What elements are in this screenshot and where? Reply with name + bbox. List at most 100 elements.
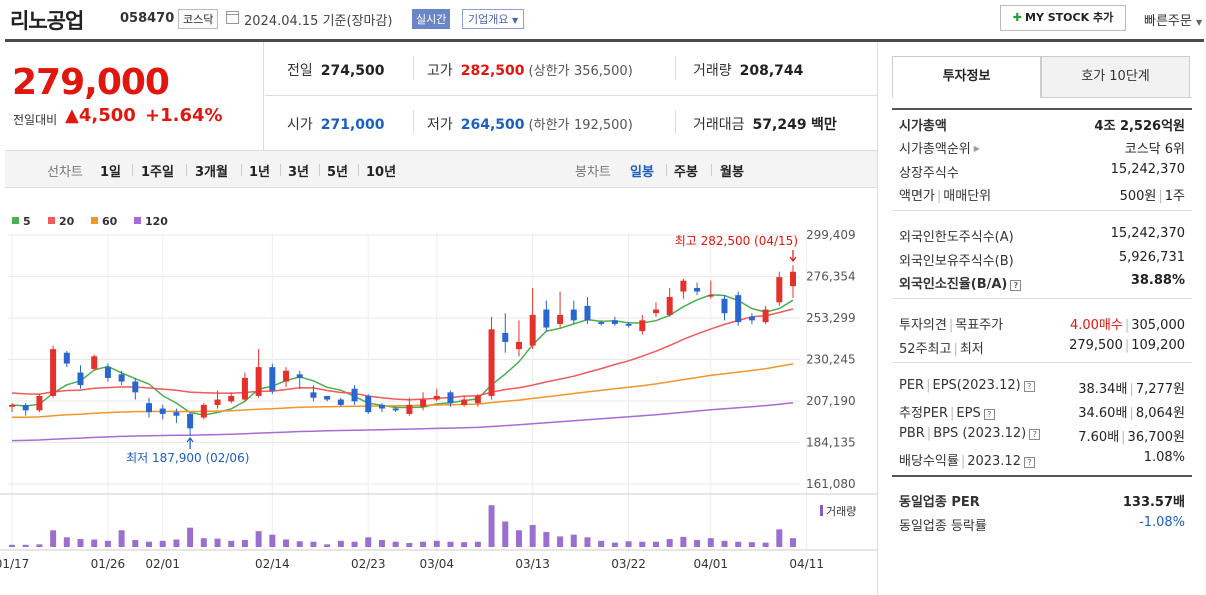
pipe-separator: |	[926, 426, 932, 441]
volume-bar	[365, 537, 372, 547]
x-tick-label: 03/04	[419, 557, 454, 571]
info-key-label: 동일업종 PER	[899, 495, 980, 510]
candle-body	[351, 388, 358, 402]
volume-bar	[515, 530, 522, 547]
tab-1d[interactable]: 1일	[100, 165, 122, 180]
legend-swatch	[48, 217, 55, 224]
tab-3y[interactable]: 3년	[288, 165, 310, 180]
moving-average-line	[11, 294, 794, 416]
candle-body	[666, 296, 673, 315]
info-key: 동일업종 등락률	[899, 515, 987, 534]
info-value-sub: 8,064원	[1135, 406, 1185, 421]
volume-bar	[721, 540, 728, 547]
candle-body	[557, 314, 564, 324]
candlestick-chart[interactable]: 299,409 276,354 253,299 230,245 207,190 184,1…	[0, 188, 877, 595]
high-label: 고가	[427, 63, 453, 79]
tab-order-book[interactable]: 호가 10단계	[1041, 56, 1190, 98]
candle-body	[22, 404, 29, 411]
help-icon[interactable]: ?	[1029, 429, 1041, 440]
info-value: 1.08%	[1144, 450, 1185, 465]
tab-monthly[interactable]: 월봉	[720, 165, 744, 180]
info-key-label: 외국인소진율(B/A)	[899, 277, 1008, 292]
info-value-main: 38.88%	[1130, 273, 1185, 288]
quick-order-button[interactable]: 빠른주문 ▼	[1144, 10, 1202, 29]
corp-info-label: 기업개요	[468, 13, 509, 26]
x-tick-label: 02/23	[351, 557, 386, 571]
y-tick-label: 184,135	[806, 436, 856, 450]
x-tick-label: 04/11	[789, 557, 824, 571]
volume-bar	[255, 531, 262, 547]
candle-body	[378, 404, 385, 409]
candle-chart-label: 봉차트	[575, 165, 611, 180]
info-key: 52주최고 | 최저	[899, 338, 984, 357]
arrow-right-icon[interactable]: ▶	[973, 144, 980, 153]
volume-bar	[228, 540, 235, 547]
info-tabs: 투자정보 호가 10단계	[892, 56, 1192, 98]
tab-daily[interactable]: 일봉	[630, 165, 654, 180]
corp-info-dropdown[interactable]: 기업개요 ▼	[462, 9, 525, 29]
volume-bar	[748, 542, 755, 547]
candle-body	[433, 395, 440, 400]
help-icon[interactable]: ?	[983, 409, 995, 420]
volume-bar	[502, 521, 509, 547]
tab-10y[interactable]: 10년	[366, 165, 397, 180]
tab-1w[interactable]: 1주일	[141, 165, 174, 180]
pipe-separator: |	[1129, 382, 1134, 397]
volume-bar	[214, 538, 221, 547]
volume-bar	[63, 537, 70, 547]
price-box: 279,000 전일대비 ▲4,500 +1.64%	[5, 42, 264, 150]
help-icon[interactable]: ?	[1010, 280, 1022, 291]
info-key: 동일업종 PER	[899, 491, 980, 510]
help-icon[interactable]: ?	[1023, 457, 1035, 468]
info-value: -1.08%	[1139, 515, 1185, 530]
candle-body	[310, 392, 317, 398]
quote-row: 시가 271,000 저가 264,500 (하한가 192,500) 거래대금 57,…	[265, 96, 877, 150]
volume-bar	[310, 541, 317, 547]
x-tick-label: 02/14	[255, 557, 290, 571]
upper-limit-label: (상한가	[528, 64, 570, 79]
candle-body	[50, 349, 57, 396]
candle-body	[104, 367, 111, 378]
candle-body	[570, 309, 577, 321]
candle-body	[680, 280, 687, 292]
prev-close-value: 274,500	[320, 63, 385, 79]
tab-5y[interactable]: 5년	[327, 165, 349, 180]
info-value: 500원 | 1주	[1120, 185, 1185, 204]
legend-label: 120	[145, 215, 168, 228]
volume-bar	[324, 544, 331, 547]
open-value: 271,000	[320, 117, 385, 133]
help-icon[interactable]: ?	[1023, 381, 1035, 392]
realtime-button[interactable]: 실시간	[412, 9, 451, 29]
pipe-separator: |	[950, 406, 955, 421]
divider	[280, 164, 281, 176]
moving-average-line	[11, 402, 794, 442]
candle-body	[63, 352, 70, 364]
up-triangle-icon: ▲	[65, 105, 79, 126]
change-amount: 4,500	[78, 105, 136, 126]
volume-bar	[570, 534, 577, 547]
quote-row: 전일 274,500 고가 282,500 (상한가 356,500) 거래량 208,…	[265, 42, 877, 96]
info-value-main: 4.00매수	[1069, 318, 1123, 333]
candle-body	[488, 329, 495, 396]
info-value-main: 500원	[1119, 189, 1157, 204]
tab-3m[interactable]: 3개월	[195, 165, 228, 180]
candle-body	[447, 392, 454, 404]
volume-bar	[187, 527, 194, 547]
mystock-add-button[interactable]: ✚ MY STOCK 추가	[1000, 5, 1126, 31]
candle-body	[324, 395, 331, 400]
info-key-label: 배당수익률	[899, 454, 959, 469]
candle-body	[392, 408, 399, 411]
tab-1y[interactable]: 1년	[249, 165, 271, 180]
volume-bar	[598, 540, 605, 547]
open-label: 시가	[287, 117, 313, 133]
info-key-sub: 2023.12	[967, 454, 1021, 469]
change-label: 전일대비	[13, 113, 58, 127]
candle-body	[502, 332, 509, 342]
info-value-main: 34.60배	[1078, 406, 1128, 421]
line-chart-label: 선차트	[47, 165, 83, 180]
tab-weekly[interactable]: 주봉	[674, 165, 698, 180]
volume-bar	[269, 534, 276, 547]
tab-investment-info[interactable]: 투자정보	[892, 56, 1041, 98]
y-tick-label: 276,354	[806, 270, 856, 284]
divider	[358, 164, 359, 176]
